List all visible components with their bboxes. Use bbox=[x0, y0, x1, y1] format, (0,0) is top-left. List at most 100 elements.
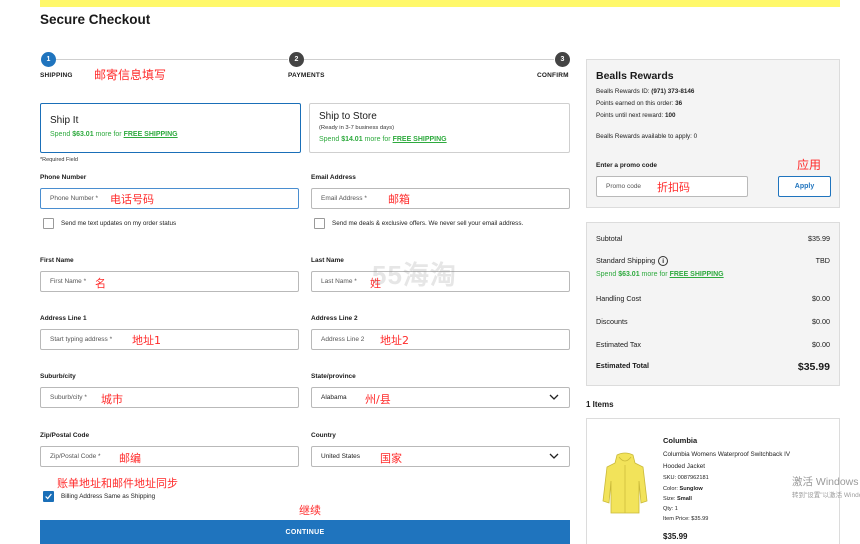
step-1-label: SHIPPING bbox=[40, 72, 73, 79]
page-title: Secure Checkout bbox=[40, 12, 151, 27]
top-banner-bar bbox=[40, 0, 840, 7]
ship-to-store-subtitle: (Ready in 3-7 business days) bbox=[319, 125, 395, 131]
ship-to-store-title: Ship to Store bbox=[319, 111, 377, 122]
phone-field[interactable]: Phone Number * bbox=[40, 188, 299, 209]
step-3-indicator: 3 bbox=[555, 52, 570, 67]
checkmark-icon bbox=[45, 493, 52, 500]
chevron-down-icon bbox=[549, 394, 559, 400]
state-select[interactable]: Alabama bbox=[311, 387, 570, 408]
email-label: Email Address bbox=[311, 174, 356, 181]
annotation-continue: 继续 bbox=[299, 504, 321, 517]
text-updates-checkbox[interactable] bbox=[43, 218, 54, 229]
total-row: Estimated Total $35.99 bbox=[596, 361, 830, 373]
stepper-line-1 bbox=[56, 59, 288, 60]
tax-row: Estimated Tax $0.00 bbox=[596, 340, 830, 349]
item-price: $35.99 bbox=[663, 532, 688, 541]
windows-activation-subtext: 转到"设置"以激活 Windows。 bbox=[792, 492, 860, 499]
annotation-address1: 地址1 bbox=[132, 334, 161, 347]
free-shipping-link[interactable]: FREE SHIPPING bbox=[669, 271, 724, 278]
annotation-billing-same: 账单地址和邮件地址同步 bbox=[57, 477, 178, 490]
items-count: 1 Items bbox=[586, 400, 614, 409]
item-size: Size: Small bbox=[663, 496, 692, 502]
annotation-promo: 折扣码 bbox=[657, 181, 690, 194]
windows-activation-watermark: 激活 Windows bbox=[792, 476, 859, 488]
annotation-city: 城市 bbox=[101, 393, 123, 406]
item-name-line1[interactable]: Columbia Womens Waterproof Switchback IV bbox=[663, 451, 791, 458]
annotation-zip: 邮编 bbox=[119, 452, 141, 465]
subtotal-row: Subtotal $35.99 bbox=[596, 234, 830, 243]
discounts-row: Discounts $0.00 bbox=[596, 317, 830, 326]
item-sku: SKU: 0087962181 bbox=[663, 475, 709, 481]
free-shipping-link[interactable]: FREE SHIPPING bbox=[123, 131, 178, 138]
phone-label: Phone Number bbox=[40, 174, 87, 181]
ship-it-promo: Spend $63.01 more for FREE SHIPPING bbox=[50, 131, 178, 138]
promo-placeholder: Promo code bbox=[606, 183, 642, 190]
email-deals-label: Send me deals & exclusive offers. We nev… bbox=[332, 220, 524, 227]
annotation-address2: 地址2 bbox=[380, 334, 409, 347]
chevron-down-icon bbox=[549, 453, 559, 459]
billing-same-label: Billing Address Same as Shipping bbox=[61, 493, 156, 500]
email-field[interactable]: Email Address * bbox=[311, 188, 570, 209]
address2-field[interactable]: Address Line 2 bbox=[311, 329, 570, 350]
required-field-note: *Required Field bbox=[40, 157, 78, 163]
item-color: Color: Sunglow bbox=[663, 486, 703, 492]
cart-item: Columbia Columbia Womens Waterproof Swit… bbox=[586, 418, 840, 544]
summary-shipping-promo: Spend $63.01 more for FREE SHIPPING bbox=[596, 271, 724, 278]
state-label: State/province bbox=[311, 373, 356, 380]
rewards-title: Bealls Rewards bbox=[596, 70, 674, 82]
address2-placeholder: Address Line 2 bbox=[321, 336, 365, 343]
promo-code-input[interactable]: Promo code bbox=[596, 176, 748, 197]
zip-placeholder: Zip/Postal Code * bbox=[50, 453, 101, 460]
address1-field[interactable]: Start typing address * bbox=[40, 329, 299, 350]
address1-placeholder: Start typing address * bbox=[50, 336, 113, 343]
points-until-reward: Points until next reward: 100 bbox=[596, 112, 676, 119]
annotation-email: 邮箱 bbox=[388, 193, 410, 206]
step-2-label: PAYMENTS bbox=[288, 72, 325, 79]
annotation-phone: 电话号码 bbox=[110, 193, 154, 206]
country-label: Country bbox=[311, 432, 336, 439]
item-name-line2[interactable]: Hooded Jacket bbox=[663, 463, 706, 470]
site-watermark: 55海淘 bbox=[372, 260, 457, 290]
ship-to-store-promo: Spend $14.01 more for FREE SHIPPING bbox=[319, 136, 447, 143]
info-icon[interactable]: i bbox=[658, 256, 669, 267]
ship-to-store-option[interactable]: Ship to Store (Ready in 3-7 business day… bbox=[309, 103, 570, 153]
apply-button[interactable]: Apply bbox=[778, 176, 831, 197]
country-value: United States bbox=[321, 453, 361, 460]
annotation-shipping: 邮寄信息填写 bbox=[94, 68, 167, 82]
first-name-placeholder: First Name * bbox=[50, 278, 87, 285]
country-select[interactable]: United States bbox=[311, 446, 570, 467]
city-field[interactable]: Suburb/city * bbox=[40, 387, 299, 408]
zip-field[interactable]: Zip/Postal Code * bbox=[40, 446, 299, 467]
stepper-line-2 bbox=[304, 59, 554, 60]
billing-same-checkbox[interactable] bbox=[43, 491, 54, 502]
annotation-state: 州/县 bbox=[365, 393, 391, 406]
city-label: Suburb/city bbox=[40, 373, 76, 380]
annotation-country: 国家 bbox=[380, 452, 402, 465]
product-image[interactable] bbox=[599, 451, 651, 515]
handling-row: Handling Cost $0.00 bbox=[596, 294, 830, 303]
last-name-label: Last Name bbox=[311, 257, 344, 264]
order-summary-panel: Subtotal $35.99 Standard Shipping i TBD Sp… bbox=[586, 222, 840, 386]
ship-it-option[interactable]: Ship It Spend $63.01 more for FREE SHIPP… bbox=[40, 103, 301, 153]
shipping-row: Standard Shipping i TBD bbox=[596, 256, 830, 267]
email-deals-checkbox[interactable] bbox=[314, 218, 325, 229]
rewards-panel: Bealls Rewards Bealls Rewards ID: (971) … bbox=[586, 59, 840, 208]
annotation-apply: 应用 bbox=[797, 158, 822, 172]
step-1-indicator: 1 bbox=[41, 52, 56, 67]
city-placeholder: Suburb/city * bbox=[50, 394, 87, 401]
promo-code-label: Enter a promo code bbox=[596, 162, 658, 169]
address2-label: Address Line 2 bbox=[311, 315, 358, 322]
item-brand: Columbia bbox=[663, 436, 698, 445]
last-name-field[interactable]: Last Name * bbox=[311, 271, 570, 292]
step-2-indicator: 2 bbox=[289, 52, 304, 67]
email-placeholder: Email Address * bbox=[321, 195, 367, 202]
free-shipping-link[interactable]: FREE SHIPPING bbox=[392, 136, 447, 143]
first-name-field[interactable]: First Name * bbox=[40, 271, 299, 292]
item-qty: Qty: 1 bbox=[663, 506, 678, 512]
step-3-label: CONFIRM bbox=[537, 72, 569, 79]
rewards-available: Bealls Rewards available to apply: 0 bbox=[596, 133, 698, 140]
rewards-id: Bealls Rewards ID: (971) 373-8146 bbox=[596, 88, 695, 95]
item-unit-price: Item Price: $35.99 bbox=[663, 516, 709, 522]
continue-button[interactable]: CONTINUE bbox=[40, 520, 570, 544]
phone-placeholder: Phone Number * bbox=[50, 195, 99, 202]
